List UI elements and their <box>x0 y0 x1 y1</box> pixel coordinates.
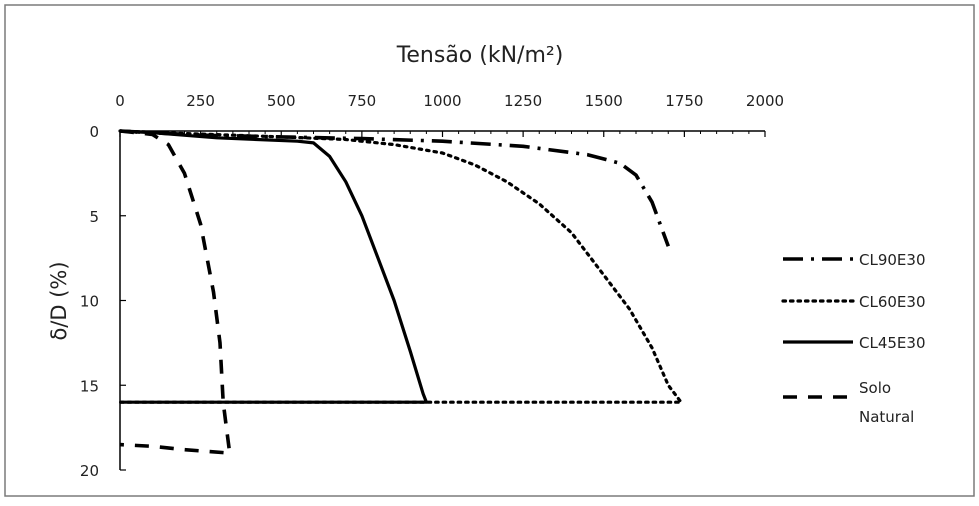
x-axis-title: Tensão (kN/m²) <box>396 43 564 68</box>
series-line-solo-natural <box>119 129 232 455</box>
series-line-cl60e30 <box>118 129 683 404</box>
legend-label: Solo <box>859 379 891 397</box>
series-lines <box>118 129 683 455</box>
series-line-cl90e30 <box>119 129 670 247</box>
x-tick-label: 1250 <box>504 92 542 110</box>
legend-item: Solo Natural <box>783 379 914 426</box>
legend-label: Natural <box>859 408 914 426</box>
x-tick-label: 1750 <box>665 92 703 110</box>
x-tick-label: 500 <box>267 92 296 110</box>
y-tick-label: 0 <box>89 123 99 141</box>
x-tick-label: 750 <box>348 92 377 110</box>
legend-item: CL60E30 <box>781 293 925 311</box>
chart-border <box>4 4 975 497</box>
x-tick-label: 250 <box>186 92 215 110</box>
y-tick-label: 20 <box>80 462 99 480</box>
y-tick-label: 15 <box>80 377 99 395</box>
series-line-cl45e30 <box>119 129 428 404</box>
x-tick-label: 1500 <box>585 92 623 110</box>
y-tick-label: 10 <box>80 293 99 311</box>
legend-label: CL45E30 <box>859 334 925 352</box>
legend-label: CL90E30 <box>859 251 925 269</box>
legend-item: CL45E30 <box>783 334 925 352</box>
legend-label: CL60E30 <box>859 293 925 311</box>
x-tick-label: 0 <box>115 92 125 110</box>
legend-item: CL90E30 <box>783 251 925 269</box>
x-axis: 0 250 500 750 1000 1250 1500 1750 2000 <box>115 92 784 137</box>
x-tick-label: 1000 <box>423 92 461 110</box>
x-tick-label: 2000 <box>746 92 784 110</box>
y-axis-title: δ/D (%) <box>47 261 71 340</box>
y-tick-label: 5 <box>89 208 99 226</box>
legend: CL90E30 CL60E30 CL45E30 Solo Natural <box>781 251 925 426</box>
y-axis: 0 5 10 15 20 <box>80 123 126 480</box>
